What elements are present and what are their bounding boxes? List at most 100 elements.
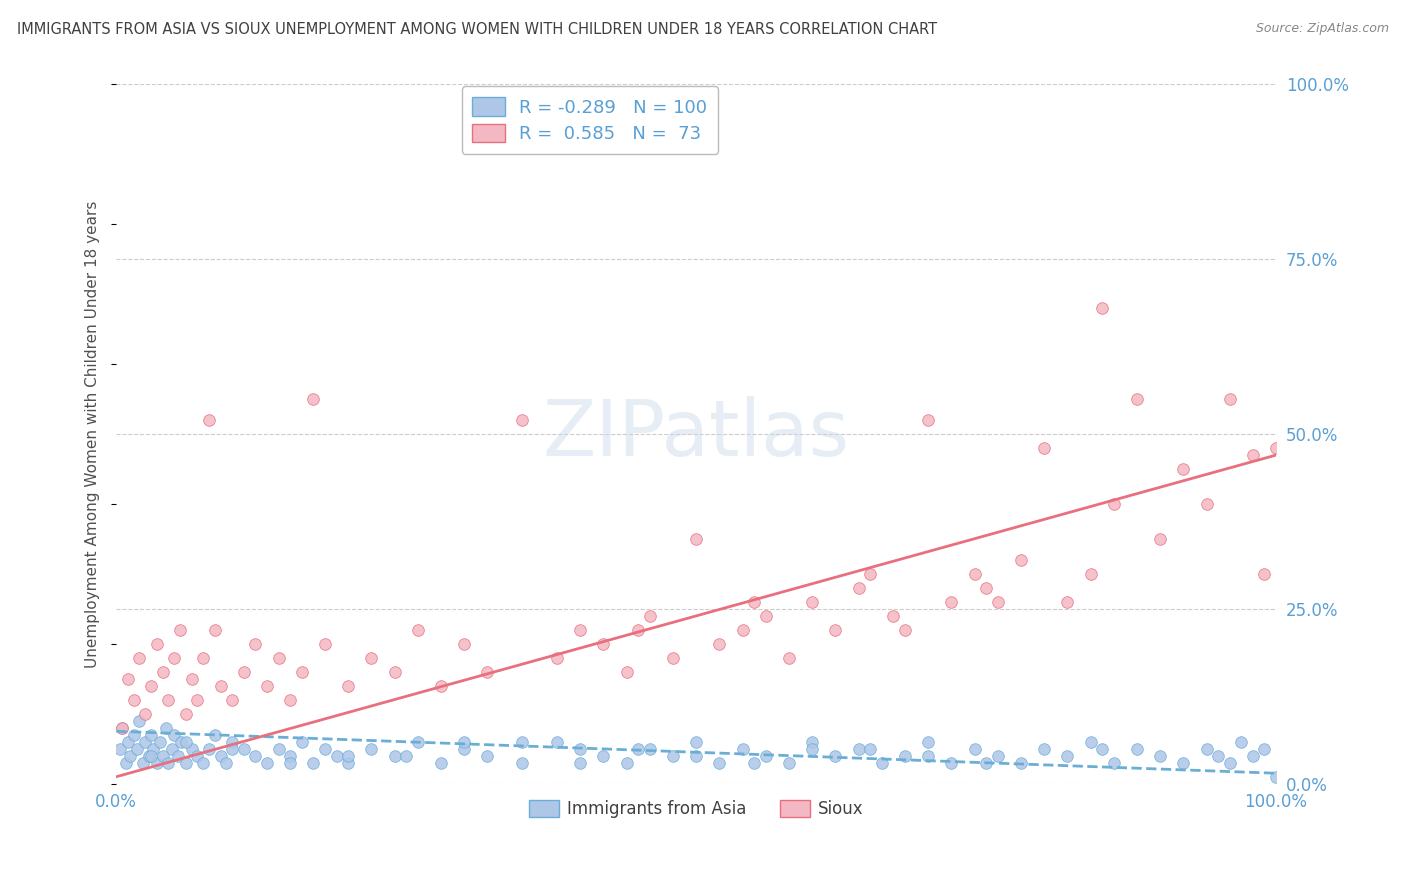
Point	[180, 672, 202, 686]
Point	[477, 665, 499, 679]
Point	[157, 756, 180, 770]
Point	[1102, 497, 1125, 511]
Point	[731, 741, 754, 756]
Point	[430, 679, 453, 693]
Point	[174, 756, 197, 770]
Point	[1126, 392, 1149, 406]
Point	[1241, 448, 1264, 462]
Text: Source: ZipAtlas.com: Source: ZipAtlas.com	[1256, 22, 1389, 36]
Point	[801, 735, 824, 749]
Point	[221, 741, 243, 756]
Point	[128, 651, 150, 665]
Point	[917, 413, 939, 427]
Point	[157, 693, 180, 707]
Point	[592, 637, 614, 651]
Point	[662, 748, 685, 763]
Point	[209, 748, 232, 763]
Point	[824, 748, 846, 763]
Point	[278, 693, 301, 707]
Point	[859, 741, 882, 756]
Point	[314, 637, 336, 651]
Point	[510, 413, 533, 427]
Point	[186, 748, 208, 763]
Point	[325, 748, 347, 763]
Point	[742, 595, 765, 609]
Point	[174, 706, 197, 721]
Point	[627, 741, 650, 756]
Point	[1080, 735, 1102, 749]
Point	[1219, 756, 1241, 770]
Point	[111, 721, 134, 735]
Point	[1230, 735, 1253, 749]
Point	[146, 637, 169, 651]
Point	[302, 392, 325, 406]
Point	[139, 728, 162, 742]
Point	[627, 623, 650, 637]
Point	[894, 748, 917, 763]
Point	[917, 735, 939, 749]
Point	[360, 741, 382, 756]
Point	[138, 748, 160, 763]
Point	[117, 735, 139, 749]
Point	[395, 748, 418, 763]
Point	[1091, 741, 1114, 756]
Point	[870, 756, 893, 770]
Point	[917, 748, 939, 763]
Point	[1149, 532, 1171, 546]
Point	[616, 665, 638, 679]
Point	[169, 623, 191, 637]
Point	[291, 665, 314, 679]
Point	[453, 637, 475, 651]
Point	[186, 693, 208, 707]
Point	[685, 735, 707, 749]
Point	[974, 581, 997, 595]
Point	[569, 623, 592, 637]
Point	[146, 756, 169, 770]
Point	[709, 637, 731, 651]
Point	[384, 748, 406, 763]
Point	[198, 741, 221, 756]
Point	[941, 756, 963, 770]
Point	[430, 756, 453, 770]
Point	[166, 748, 188, 763]
Text: IMMIGRANTS FROM ASIA VS SIOUX UNEMPLOYMENT AMONG WOMEN WITH CHILDREN UNDER 18 YE: IMMIGRANTS FROM ASIA VS SIOUX UNEMPLOYME…	[17, 22, 936, 37]
Point	[267, 651, 290, 665]
Point	[122, 693, 145, 707]
Point	[685, 532, 707, 546]
Point	[174, 735, 197, 749]
Point	[1265, 770, 1288, 784]
Point	[987, 748, 1010, 763]
Point	[1195, 497, 1218, 511]
Point	[1265, 441, 1288, 455]
Point	[134, 735, 156, 749]
Point	[894, 623, 917, 637]
Point	[267, 741, 290, 756]
Point	[1102, 756, 1125, 770]
Point	[155, 721, 177, 735]
Point	[111, 721, 134, 735]
Point	[132, 756, 155, 770]
Point	[546, 735, 568, 749]
Point	[302, 756, 325, 770]
Point	[778, 756, 800, 770]
Point	[1056, 748, 1078, 763]
Point	[546, 651, 568, 665]
Point	[139, 679, 162, 693]
Point	[1219, 392, 1241, 406]
Point	[801, 741, 824, 756]
Point	[204, 623, 226, 637]
Point	[180, 741, 202, 756]
Point	[198, 413, 221, 427]
Point	[1056, 595, 1078, 609]
Point	[848, 741, 870, 756]
Point	[662, 651, 685, 665]
Point	[755, 608, 778, 623]
Point	[592, 748, 614, 763]
Point	[755, 748, 778, 763]
Point	[1091, 301, 1114, 316]
Point	[139, 748, 162, 763]
Point	[569, 756, 592, 770]
Point	[941, 595, 963, 609]
Point	[337, 756, 360, 770]
Point	[801, 595, 824, 609]
